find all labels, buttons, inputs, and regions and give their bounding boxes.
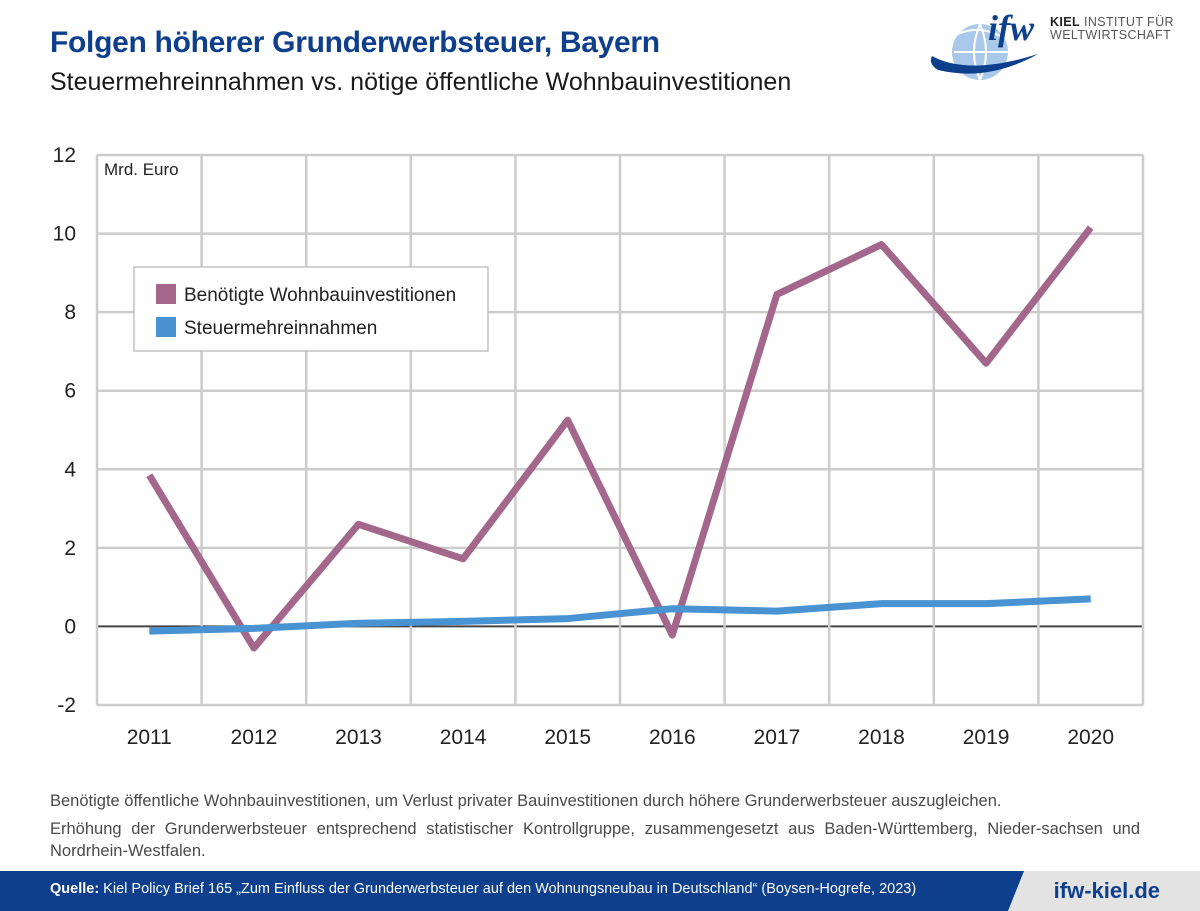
y-tick-label: 8 (64, 301, 76, 324)
series-lines (146, 225, 1094, 652)
chart-title: Folgen höherer Grunderwerbsteuer, Bayern (50, 26, 660, 59)
x-tick-label: 2020 (1067, 726, 1114, 749)
chart-subtitle: Steuermehreinnahmen vs. nötige öffentlic… (50, 68, 792, 96)
line-chart: -2 0 2 4 6 8 10 12 2011 2012 2013 2014 2015 2016 2017… (53, 144, 1145, 749)
x-tick-label: 2016 (649, 726, 696, 749)
legend-box (133, 266, 489, 352)
footer-bar (0, 871, 1200, 911)
website-link[interactable]: ifw-kiel.de (1008, 871, 1200, 911)
logo-line2: WELTWIRTSCHAFT (1050, 28, 1172, 42)
legend-swatch (156, 284, 176, 304)
y-tick-label: 12 (53, 144, 76, 167)
y-unit-label: Mrd. Euro (104, 160, 179, 179)
ifw-mark: ifw (988, 8, 1035, 48)
legend-label: Benötigte Wohnbauinvestitionen (184, 285, 456, 306)
y-tick-label: 0 (64, 615, 76, 638)
legend-swatch (156, 317, 176, 337)
x-tick-label: 2019 (963, 726, 1010, 749)
legend: Benötigte Wohnbauinvestitionen Steuermehr… (133, 266, 489, 352)
x-tick-label: 2013 (335, 726, 382, 749)
y-tick-labels: -2 0 2 4 6 8 10 12 (53, 144, 77, 717)
y-tick-label: 10 (53, 223, 76, 246)
logo-text: KIEL INSTITUT FÜR WELTWIRTSCHAFT (1050, 16, 1174, 42)
x-tick-label: 2017 (754, 726, 801, 749)
note-1: Benötigte öffentliche Wohnbauinvestition… (50, 792, 1002, 810)
y-tick-label: 2 (64, 537, 76, 560)
logo-line1: KIEL (1050, 15, 1081, 29)
x-tick-label: 2011 (127, 726, 172, 749)
footer-source: Quelle: Kiel Policy Brief 165 „Zum Einfl… (50, 881, 916, 897)
x-tick-label: 2015 (544, 726, 591, 749)
legend-label: Steuermehreinnahmen (184, 318, 377, 339)
y-tick-label: 6 (64, 380, 76, 403)
x-tick-label: 2012 (231, 726, 278, 749)
ifw-logo: ifw (930, 8, 1038, 81)
source-label: Quelle: (50, 881, 100, 897)
source-text: Kiel Policy Brief 165 „Zum Einfluss der … (99, 881, 917, 897)
y-tick-label: 4 (64, 458, 76, 481)
x-tick-label: 2018 (858, 726, 905, 749)
series-line-1 (146, 225, 1094, 652)
globe-swoosh-icon (930, 23, 1038, 81)
y-tick-label: -2 (57, 694, 76, 717)
x-tick-labels: 2011 2012 2013 2014 2015 2016 2017 2018 2019 2020 (127, 726, 1114, 749)
note-2: Erhöhung der Grunderwerbsteuer entsprech… (50, 820, 1140, 860)
logo-line1-rest: INSTITUT FÜR (1083, 15, 1174, 29)
x-tick-label: 2014 (440, 726, 487, 749)
chart-notes: Benötigte öffentliche Wohnbauinvestition… (50, 790, 1140, 868)
grid (95, 153, 1145, 707)
series-line-2 (149, 595, 1091, 635)
